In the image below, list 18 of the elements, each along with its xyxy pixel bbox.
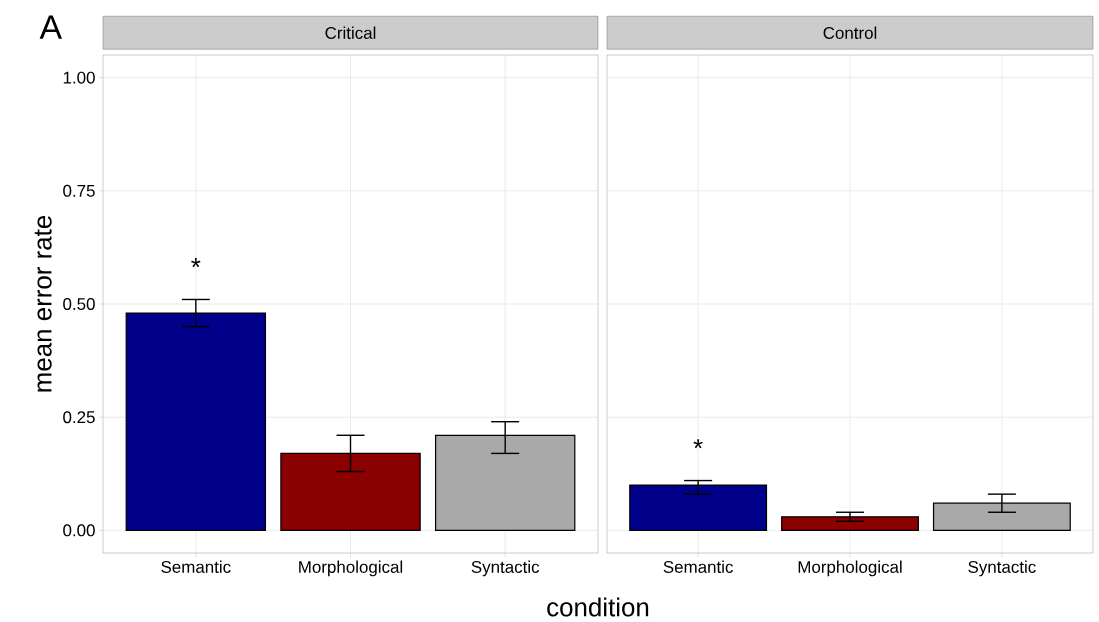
x-tick-label: Morphological xyxy=(299,560,403,577)
x-tick-label: Morphological xyxy=(798,560,902,577)
y-tick-label: 0.00 xyxy=(63,524,95,537)
y-tick-label: 0.50 xyxy=(63,298,95,310)
x-tick-label: Semantic xyxy=(161,560,231,573)
chart-title: Control xyxy=(823,26,877,39)
chart-title: Critical xyxy=(325,26,376,39)
y-tick-label: 0.75 xyxy=(63,184,95,197)
y-tick-label: 1.00 xyxy=(63,71,95,84)
text: A xyxy=(39,15,63,39)
x-tick-label: Semantic xyxy=(663,560,733,573)
annotation: * xyxy=(693,439,703,449)
y-axis-title: mean error rate xyxy=(34,215,52,392)
x-axis-title: condition xyxy=(547,597,649,617)
y-tick-label: 0.25 xyxy=(63,411,95,424)
x-tick-label: Syntactic xyxy=(968,560,1036,577)
annotation: * xyxy=(191,258,201,268)
x-tick-label: Syntactic xyxy=(471,560,540,577)
